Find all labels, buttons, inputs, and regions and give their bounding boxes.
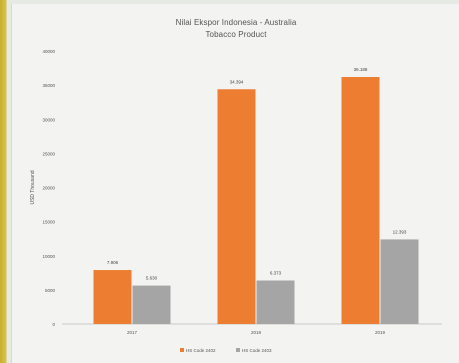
y-tick-label: 30000 [42,117,55,122]
y-tick-label: 15000 [42,220,55,225]
chart-panel: Nilai Ekspor Indonesia - Australia Tobac… [11,4,459,363]
legend-label: HS Code 2402 [186,348,216,353]
x-tick-label: 2017 [127,330,138,335]
data-label: 7.906 [107,260,119,265]
bar [341,77,380,324]
data-label: 5.630 [146,276,158,281]
data-label: 12.393 [393,229,407,234]
x-tick-label: 2018 [251,330,262,335]
y-tick-label: 20000 [42,186,55,191]
y-tick-label: 0 [52,322,55,327]
data-label: 6.373 [270,271,282,276]
y-tick-label: 40000 [42,49,55,54]
legend-label: HS Code 2403 [242,348,272,353]
data-label: 34.394 [230,79,244,84]
y-tick-label: 25000 [42,151,55,156]
y-tick-label: 10000 [42,254,55,259]
legend-swatch [180,348,184,352]
bar [132,285,171,324]
bar [380,239,419,324]
y-axis-label: USD Thousand [30,170,36,204]
legend-swatch [236,348,240,352]
chart-title: Nilai Ekspor Indonesia - Australia [175,18,297,27]
bar [256,280,295,324]
data-label: 36.188 [354,67,368,72]
x-tick-label: 2019 [375,330,386,335]
chart-subtitle: Tobacco Product [205,30,267,39]
bar [217,89,256,324]
bar [93,270,132,324]
y-tick-label: 35000 [42,83,55,88]
bar-chart: 0 5000 10000 15000 20000 25000 30000 35000 40000… [30,49,442,353]
y-tick-label: 5000 [45,288,56,293]
